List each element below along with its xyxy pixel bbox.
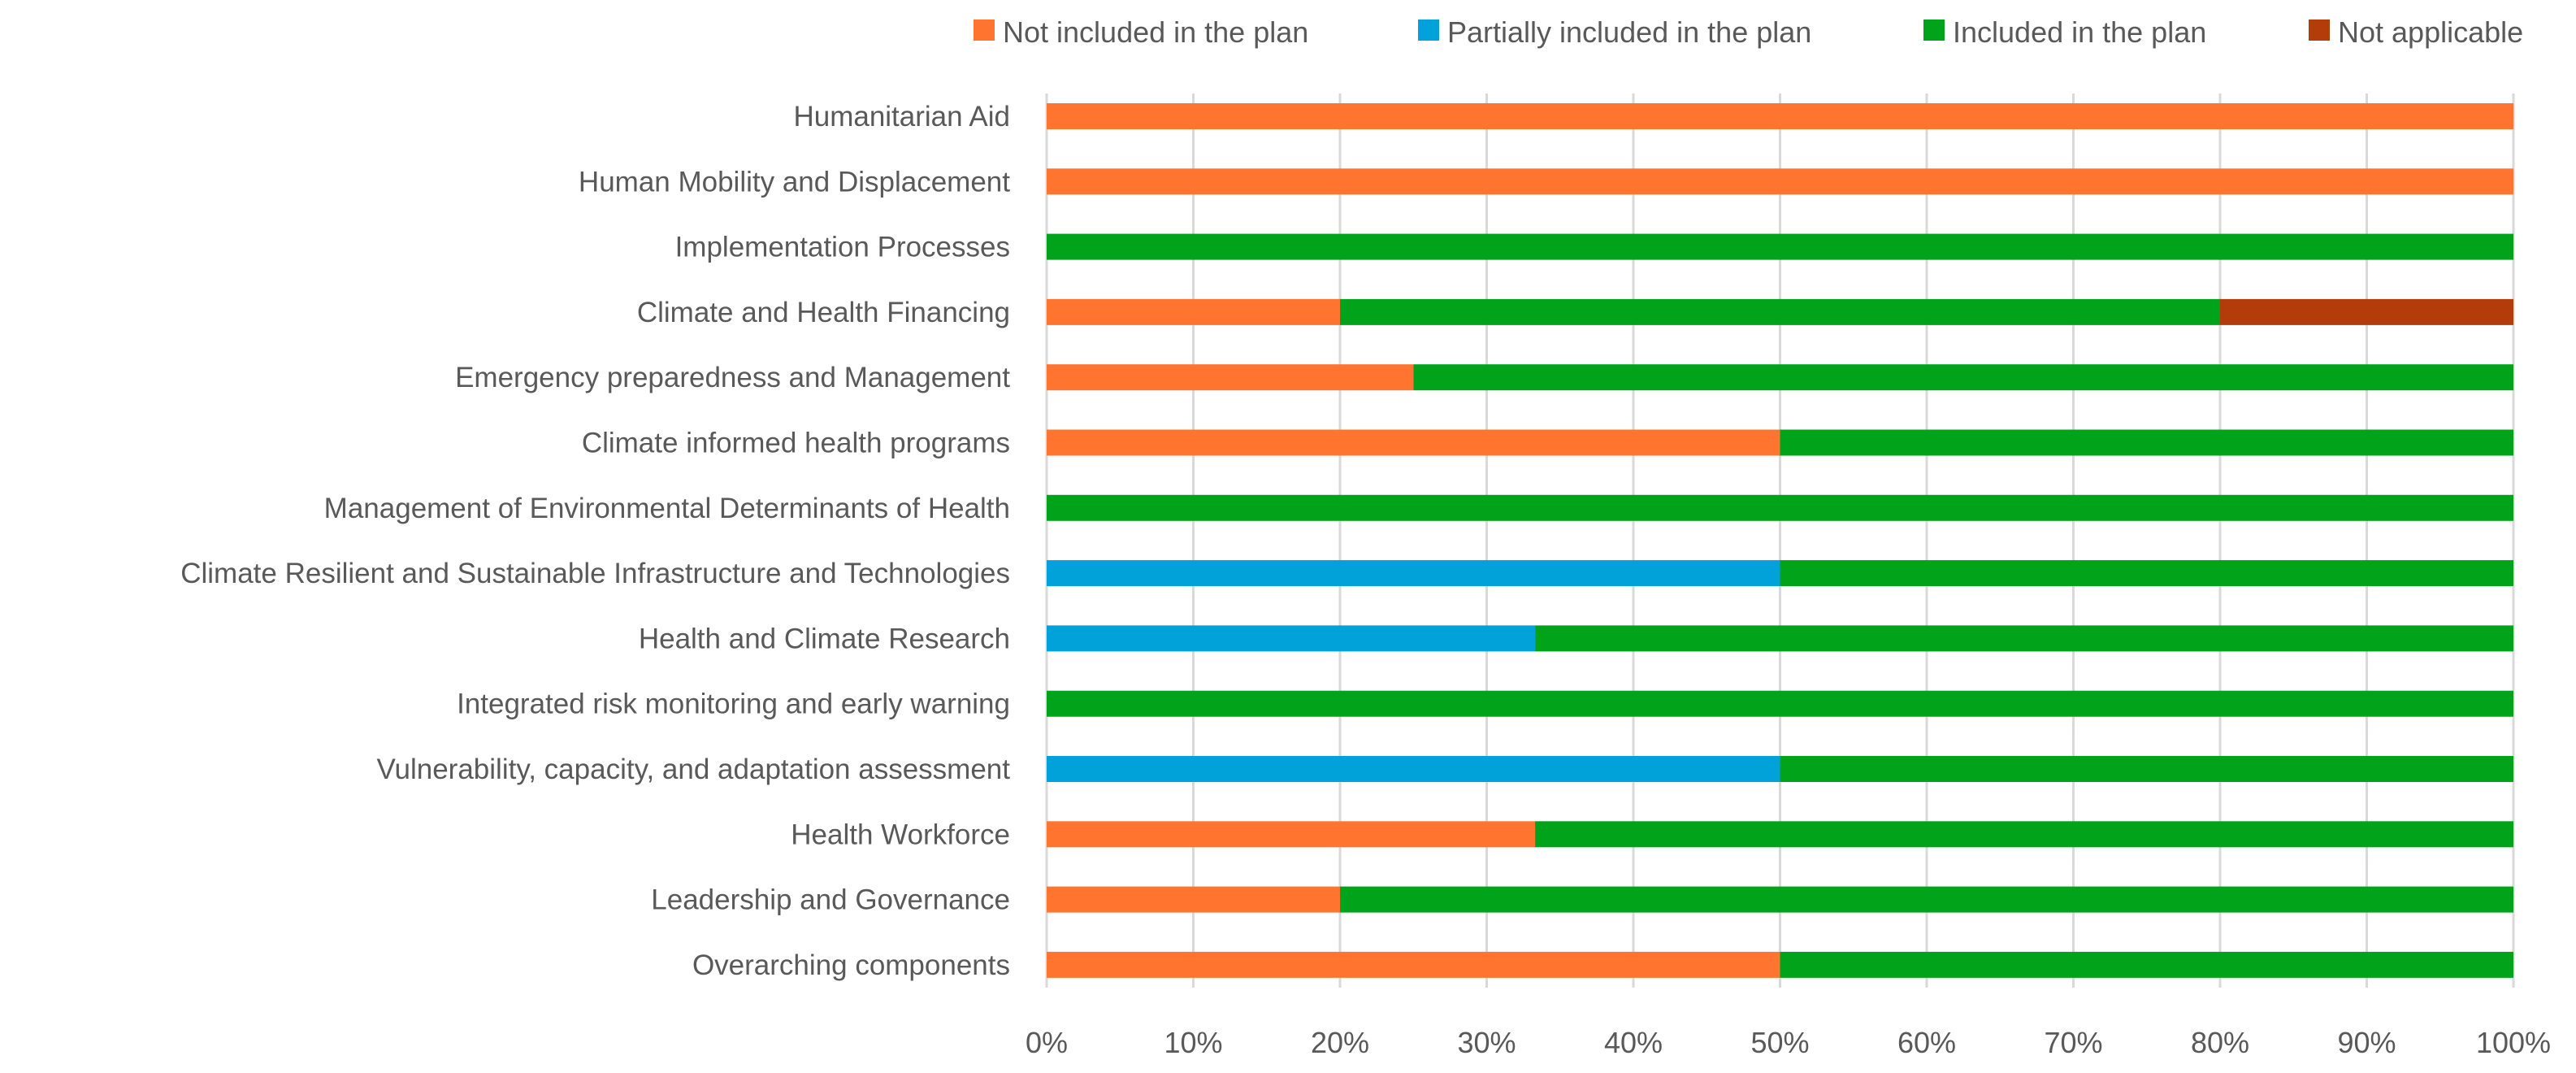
legend-swatch [2309,20,2330,41]
category-label: Overarching components [692,949,1010,981]
category-label: Implementation Processes [675,232,1010,263]
bar-segment [2220,298,2513,325]
bar-segment [1340,298,2220,325]
x-tick-label: 60% [1897,1026,1956,1059]
category-label: Integrated risk monitoring and early war… [457,689,1010,720]
bar-segment [1047,560,1780,587]
bar-segment [1047,429,1780,456]
gridlines [1045,93,2515,988]
x-tick-label: 30% [1457,1026,1516,1059]
x-tick-label: 80% [2191,1026,2249,1059]
legend-label: Included in the plan [1953,15,2206,49]
x-tick-label: 70% [2044,1026,2102,1059]
legend-swatch [1418,20,1439,41]
x-tick-label: 90% [2337,1026,2396,1059]
bar-segment [1047,886,1340,913]
bar-segment [1047,951,1780,978]
bar-segment [1780,951,2513,978]
category-label: Leadership and Governance [651,884,1010,916]
legend-label: Partially included in the plan [1447,15,1811,49]
bar-segment [1413,364,2513,391]
legend-swatch [974,20,995,41]
bar-segment [1047,494,2513,521]
legend-label: Not included in the plan [1003,15,1308,49]
category-label: Humanitarian Aid [793,101,1010,132]
category-label: Climate informed health programs [582,428,1010,459]
x-axis-tick-labels: 0% 10% 20% 30% 40% 50% 60% 70% 80% 90% 100% [1026,1026,2551,1059]
category-label: Climate and Health Financing [637,297,1010,328]
bar-segment [1535,821,2513,848]
x-tick-label: 50% [1750,1026,1809,1059]
category-label: Vulnerability, capacity, and adaptation … [376,754,1010,785]
category-label: Emergency preparedness and Management [455,362,1010,393]
bar-segment [1780,560,2513,587]
bars [1047,103,2513,978]
legend-swatch [1923,20,1945,41]
bar-segment [1535,625,2513,652]
bar-segment [1780,429,2513,456]
bar-segment [1047,103,2513,129]
category-label: Human Mobility and Displacement [579,166,1010,198]
x-tick-label: 40% [1604,1026,1663,1059]
legend-label: Not applicable [2338,15,2523,49]
bar-segment [1047,364,1414,391]
x-tick-label: 20% [1311,1026,1369,1059]
bar-segment [1340,886,2513,913]
category-label: Management of Environmental Determinants… [324,493,1010,524]
legend: Not included in the plan Partially includ… [974,15,2523,49]
x-tick-label: 100% [2476,1026,2551,1059]
bar-segment [1047,168,2513,195]
bar-segment [1047,233,2513,260]
bar-segment [1047,821,1536,848]
category-labels: Humanitarian Aid Human Mobility and Displ… [180,101,1010,981]
category-label: Climate Resilient and Sustainable Infras… [180,558,1010,589]
category-label: Health and Climate Research [639,623,1010,654]
bar-segment [1047,756,1780,782]
category-label: Health Workforce [791,819,1010,850]
x-tick-label: 10% [1164,1026,1222,1059]
bar-segment [1047,625,1536,652]
x-tick-label: 0% [1026,1026,1068,1059]
bar-segment [1047,298,1340,325]
bar-segment [1780,756,2513,782]
bar-segment [1047,690,2513,717]
